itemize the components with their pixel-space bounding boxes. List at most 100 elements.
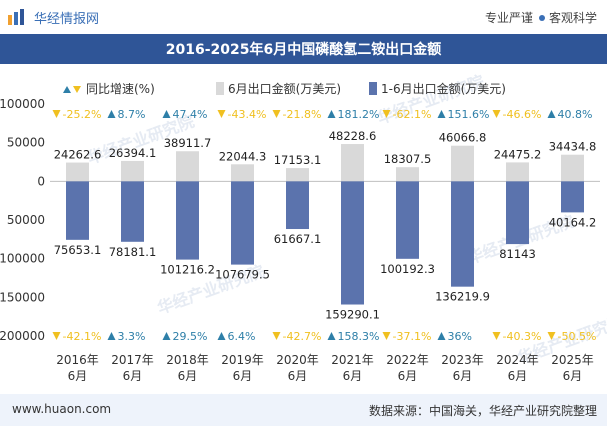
x-tick-label-year: 2019年 <box>221 353 264 367</box>
yoy-cumulative-down-triangle-icon <box>52 332 61 340</box>
x-tick-label-year: 2021年 <box>331 353 374 367</box>
x-tick-label-year: 2016年 <box>56 353 99 367</box>
yoy-monthly-label: 47.4% <box>173 108 208 121</box>
bar-monthly <box>396 167 419 182</box>
yoy-cumulative-up-triangle-icon <box>327 332 336 340</box>
x-tick-label-year: 2023年 <box>441 353 484 367</box>
bar-cumulative <box>176 181 199 260</box>
bar-monthly <box>341 144 364 182</box>
y-tick-label: 50000 <box>7 213 45 227</box>
yoy-monthly-label: -43.4% <box>228 108 267 121</box>
data-label-monthly: 18307.5 <box>384 152 432 166</box>
x-tick-label-month: 6月 <box>288 369 308 383</box>
yoy-monthly-down-triangle-icon <box>217 110 226 118</box>
yoy-monthly-label: -25.2% <box>63 108 102 121</box>
tag-professional: 专业严谨 <box>484 11 533 25</box>
yoy-cumulative-down-triangle-icon <box>547 332 556 340</box>
bar-cumulative <box>231 181 254 265</box>
yoy-monthly-down-triangle-icon <box>492 110 501 118</box>
yoy-cumulative-label: -42.1% <box>63 330 102 343</box>
legend-label-cumulative: 1-6月出口金额(万美元) <box>381 81 506 96</box>
data-label-monthly: 48228.6 <box>329 129 377 143</box>
yoy-monthly-label: 181.2% <box>338 108 380 121</box>
bar-cumulative <box>341 181 364 305</box>
data-label-monthly: 17153.1 <box>274 153 322 167</box>
yoy-cumulative-label: 36% <box>448 330 472 343</box>
legend-label-yoy: 同比增速(%) <box>86 82 155 96</box>
x-tick-label-month: 6月 <box>398 369 418 383</box>
huajing-logo-icon <box>8 9 24 25</box>
x-tick-label-month: 6月 <box>453 369 473 383</box>
bar-monthly <box>121 160 144 182</box>
data-label-cumulative: 100192.3 <box>380 262 435 276</box>
yoy-cumulative-up-triangle-icon <box>107 332 116 340</box>
bar-cumulative <box>451 181 474 287</box>
yoy-monthly-up-triangle-icon <box>437 110 446 118</box>
legend-down-triangle-icon <box>73 86 81 93</box>
yoy-monthly-up-triangle-icon <box>547 110 556 118</box>
bar-cumulative <box>561 181 584 213</box>
data-label-cumulative: 107679.5 <box>215 268 270 282</box>
x-tick-label-year: 2018年 <box>166 353 209 367</box>
data-label-cumulative: 40164.2 <box>549 215 597 229</box>
yoy-cumulative-label: 3.3% <box>118 330 146 343</box>
y-tick-label: 100000 <box>0 97 45 111</box>
x-tick-label-month: 6月 <box>508 369 528 383</box>
yoy-cumulative-label: 6.4% <box>228 330 256 343</box>
footer-source: 数据来源：中国海关，华经产业研究院整理 <box>368 404 597 418</box>
yoy-cumulative-label: -40.3% <box>503 330 542 343</box>
yoy-monthly-down-triangle-icon <box>272 110 281 118</box>
yoy-cumulative-up-triangle-icon <box>217 332 226 340</box>
yoy-monthly-label: -62.1% <box>393 108 432 121</box>
bar-monthly <box>176 151 199 182</box>
x-tick-label-month: 6月 <box>68 369 88 383</box>
data-label-monthly: 24262.6 <box>54 148 102 162</box>
x-tick-label-month: 6月 <box>178 369 198 383</box>
x-tick-label-month: 6月 <box>563 369 583 383</box>
legend-swatch-cumulative <box>369 82 377 95</box>
top-bar: 华经情报网 专业严谨 客观科学 <box>0 0 607 34</box>
yoy-monthly-label: -46.6% <box>503 108 542 121</box>
y-tick-label: 0 <box>37 174 45 188</box>
bar-cumulative <box>121 181 144 242</box>
x-tick-label-year: 2025年 <box>551 353 594 367</box>
data-label-cumulative: 136219.9 <box>435 290 490 304</box>
yoy-monthly-up-triangle-icon <box>162 110 171 118</box>
yoy-monthly-label: 151.6% <box>448 108 490 121</box>
data-label-cumulative: 81143 <box>499 247 536 261</box>
bar-cumulative <box>506 181 529 245</box>
bar-cumulative <box>286 181 309 230</box>
footer-website[interactable]: www.huaon.com <box>12 402 112 416</box>
yoy-cumulative-label: -50.5% <box>558 330 597 343</box>
data-label-cumulative: 61667.1 <box>274 232 322 246</box>
header-tags: 专业严谨 客观科学 <box>485 9 597 26</box>
data-label-cumulative: 159290.1 <box>325 308 380 322</box>
bar-monthly <box>561 154 584 182</box>
y-tick-label: 200000 <box>0 329 45 343</box>
yoy-monthly-down-triangle-icon <box>382 110 391 118</box>
data-label-monthly: 38911.7 <box>164 136 212 150</box>
data-label-monthly: 22044.3 <box>219 149 267 163</box>
bar-cumulative <box>396 181 419 259</box>
x-tick-label-month: 6月 <box>233 369 253 383</box>
bar-monthly <box>451 145 474 182</box>
data-label-cumulative: 101216.2 <box>160 263 215 277</box>
tag-objective: 客观科学 <box>548 11 597 25</box>
y-tick-label: 150000 <box>0 290 45 304</box>
data-label-monthly: 26394.1 <box>109 146 157 160</box>
data-label-monthly: 24475.2 <box>494 147 542 161</box>
chart-title: 2016-2025年6月中国磷酸氢二铵出口金额 <box>165 42 442 58</box>
yoy-cumulative-label: 29.5% <box>173 330 208 343</box>
x-tick-label-year: 2024年 <box>496 353 539 367</box>
bar-monthly <box>66 162 89 182</box>
legend-label-monthly: 6月出口金额(万美元) <box>228 81 341 96</box>
yoy-cumulative-label: -37.1% <box>393 330 432 343</box>
x-tick-label-year: 2017年 <box>111 353 154 367</box>
bar-monthly <box>506 162 529 182</box>
bar-monthly <box>231 164 254 182</box>
x-tick-label-year: 2022年 <box>386 353 429 367</box>
site-name: 华经情报网 <box>34 12 100 27</box>
data-label-cumulative: 75653.1 <box>54 243 102 257</box>
yoy-cumulative-up-triangle-icon <box>437 332 446 340</box>
legend-swatch-monthly <box>216 82 224 95</box>
